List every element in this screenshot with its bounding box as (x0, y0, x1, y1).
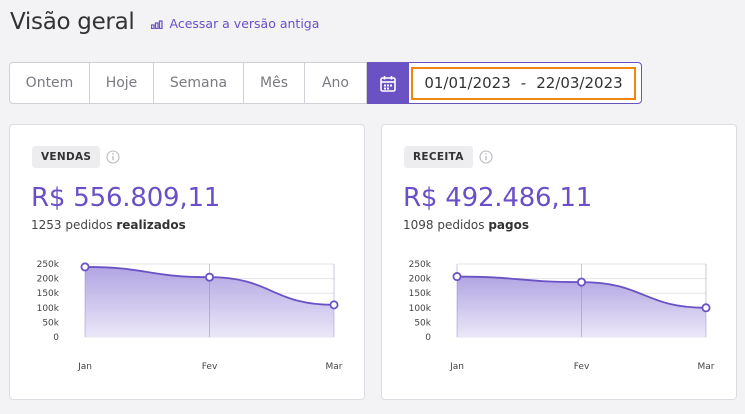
info-icon[interactable] (106, 150, 120, 164)
y-tick-label: 100k (37, 304, 60, 314)
revenue-badge: RECEITA (404, 146, 473, 168)
revenue-amount: R$ 492.486,11 (403, 183, 593, 213)
data-point[interactable] (576, 277, 586, 287)
revenue-orders: 1098 pedidos pagos (403, 218, 529, 232)
period-week-button[interactable]: Semana (154, 63, 244, 103)
sales-badge: VENDAS (32, 146, 101, 168)
data-point[interactable] (701, 303, 711, 313)
y-tick-label: 250k (37, 260, 60, 270)
x-tick-label: Fev (574, 362, 590, 372)
sales-chart: 0 50k 100k 150k 200k 250k Jan Fev Mar (37, 260, 343, 372)
period-today-button[interactable]: Hoje (90, 63, 154, 103)
data-point[interactable] (452, 272, 462, 282)
y-tick-label: 0 (425, 333, 431, 343)
sales-orders-count: 1253 pedidos (31, 218, 113, 232)
revenue-orders-status: pagos (488, 218, 530, 232)
sales-orders-status: realizados (116, 218, 186, 232)
revenue-chart: 0 50k 100k 150k 200k 250k Jan Fev Mar (409, 260, 715, 372)
y-tick-label: 250k (409, 260, 432, 270)
y-tick-label: 50k (42, 318, 59, 328)
y-tick-label: 100k (409, 304, 432, 314)
revenue-orders-count: 1098 pedidos (403, 218, 485, 232)
date-start: 01/01/2023 (424, 74, 511, 92)
x-tick-label: Mar (326, 362, 343, 372)
y-tick-label: 50k (414, 318, 431, 328)
date-range-field: 01/01/2023 - 22/03/2023 (409, 62, 642, 104)
y-tick-label: 150k (409, 289, 432, 299)
x-tick-label: Jan (449, 362, 464, 372)
calendar-icon (380, 75, 396, 92)
series-area (457, 276, 706, 337)
period-yesterday-button[interactable]: Ontem (10, 63, 90, 103)
series-area (85, 266, 334, 337)
period-group: Ontem Hoje Semana Mês Ano (9, 62, 367, 104)
period-year-button[interactable]: Ano (321, 75, 349, 91)
data-point[interactable] (80, 262, 90, 272)
data-point[interactable] (329, 300, 339, 310)
y-tick-label: 200k (409, 275, 432, 285)
sales-orders: 1253 pedidos realizados (31, 218, 186, 232)
x-tick-label: Mar (698, 362, 715, 372)
page-header: Visão geral Acessar a versão antiga (10, 9, 319, 35)
info-icon[interactable] (479, 150, 493, 164)
calendar-button[interactable] (367, 62, 409, 104)
page-title: Visão geral (10, 9, 135, 35)
sales-card: VENDAS R$ 556.809,11 1253 pedidos realiz… (9, 124, 365, 400)
y-tick-label: 0 (53, 333, 59, 343)
y-tick-label: 150k (37, 289, 60, 299)
old-version-link-label: Acessar a versão antiga (169, 16, 320, 31)
date-separator: - (520, 74, 527, 92)
x-tick-label: Jan (77, 362, 92, 372)
old-version-link[interactable]: Acessar a versão antiga (151, 16, 319, 31)
date-range-input[interactable]: 01/01/2023 - 22/03/2023 (411, 66, 636, 100)
data-point[interactable] (204, 272, 214, 282)
revenue-card: RECEITA R$ 492.486,11 1098 pedidos pagos… (381, 124, 737, 400)
x-tick-label: Fev (202, 362, 218, 372)
period-toolbar: Ontem Hoje Semana Mês Ano 01/01/2023 - 2… (9, 62, 642, 104)
date-end: 22/03/2023 (536, 74, 623, 92)
period-month-button[interactable]: Mês (244, 63, 305, 103)
bar-chart-icon (151, 19, 164, 29)
sales-amount: R$ 556.809,11 (31, 183, 221, 213)
y-tick-label: 200k (37, 275, 60, 285)
